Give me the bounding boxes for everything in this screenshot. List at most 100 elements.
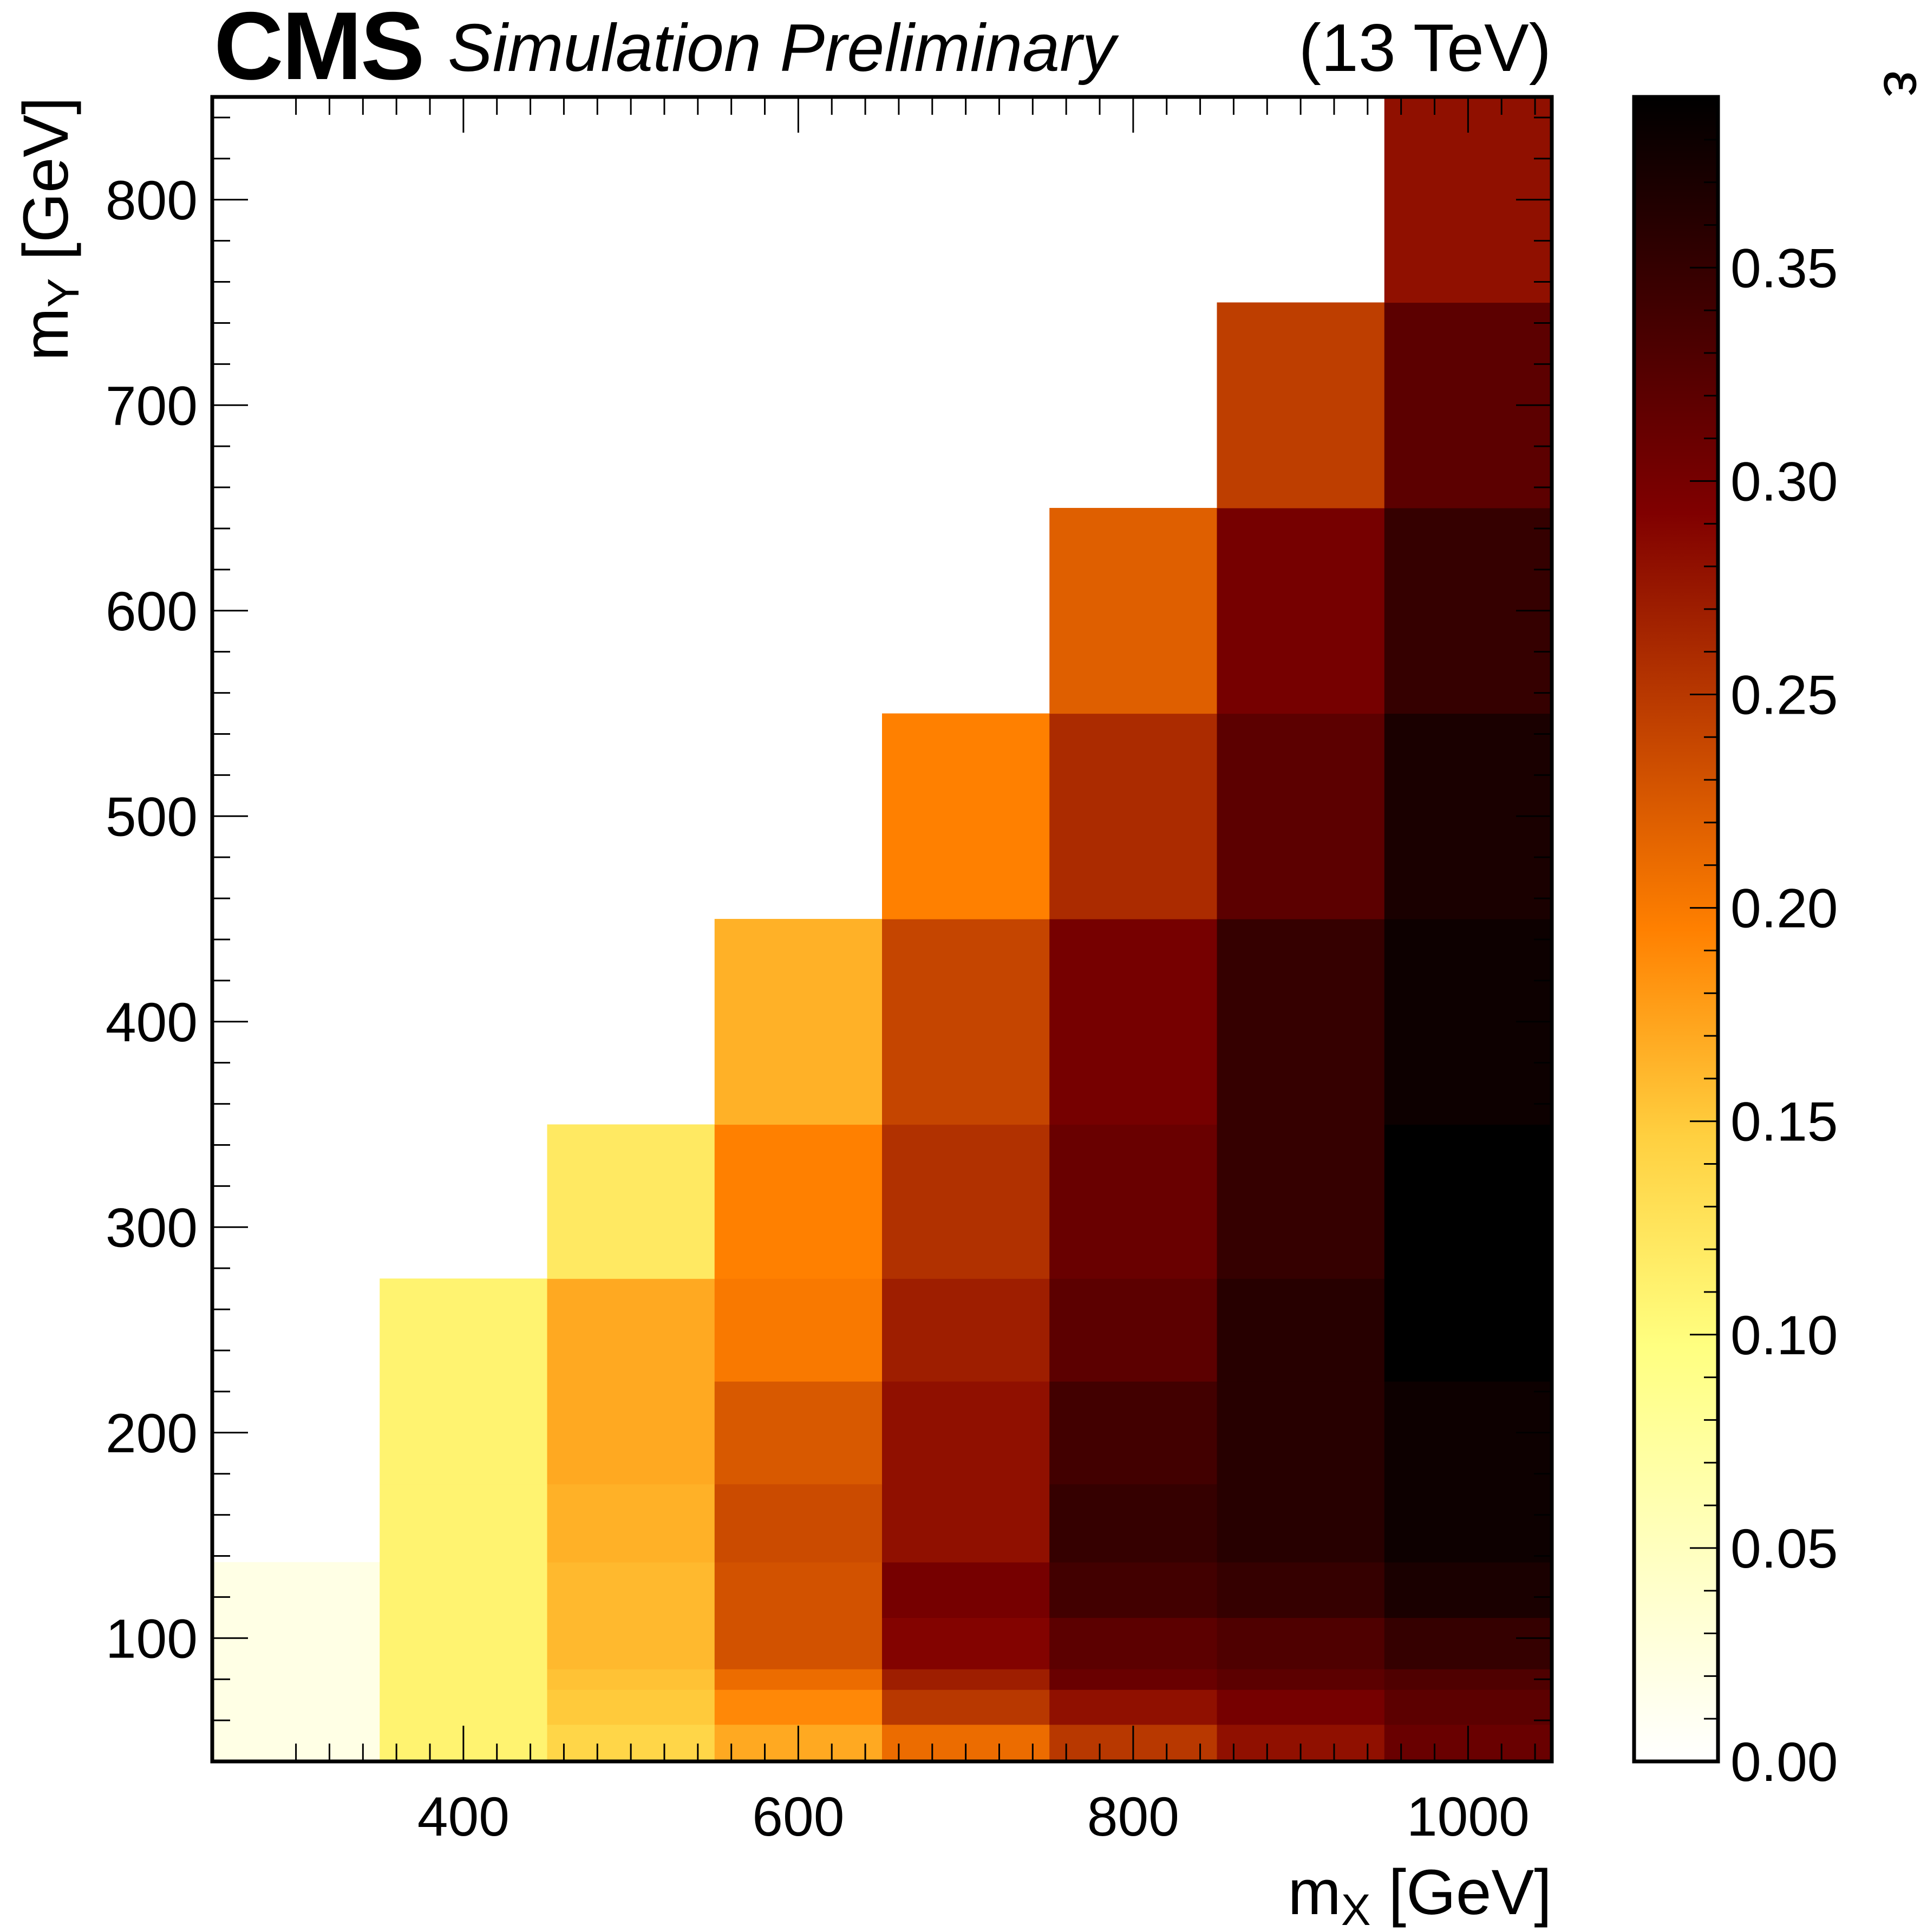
- heatmap-cell: [1217, 508, 1385, 714]
- heatmap-cell: [1217, 302, 1385, 508]
- heatmap-cell: [1049, 1278, 1218, 1382]
- heatmap-cell: [714, 1124, 883, 1279]
- heatmap-cell: [547, 1381, 715, 1485]
- heatmap-cell: [212, 1669, 380, 1690]
- heatmap-cell: [1384, 1617, 1552, 1669]
- energy-label: (13 TeV): [1298, 11, 1551, 86]
- heatmap-cells: [212, 97, 1552, 1762]
- y-tick-label: 700: [106, 375, 198, 436]
- heatmap-cell: [1217, 1669, 1385, 1690]
- heatmap-cell: [882, 919, 1050, 1125]
- heatmap-cell: [882, 713, 1050, 919]
- x-axis-title: mX [GeV]: [1288, 1857, 1552, 1932]
- heatmap-cell: [1049, 1617, 1218, 1669]
- axis-titles: mX [GeV] mY [GeV] ε: [10, 70, 1927, 1932]
- heatmap-cell: [212, 1617, 380, 1669]
- heatmap-cell: [882, 1669, 1050, 1690]
- heatmap-cell: [380, 1689, 548, 1725]
- heatmap-cell: [1217, 1484, 1385, 1563]
- heatmap-cell: [1049, 1381, 1218, 1485]
- heatmap-cell: [1049, 1484, 1218, 1563]
- y-tick-label: 100: [106, 1608, 198, 1669]
- colorbar-tick-label: 0.10: [1730, 1304, 1838, 1366]
- y-tick-label: 300: [106, 1197, 198, 1258]
- colorbar-tick-label: 0.25: [1730, 664, 1838, 726]
- heatmap-cell: [714, 1484, 883, 1563]
- heatmap-cell: [547, 1278, 715, 1382]
- plot-border: [210, 95, 1554, 1764]
- heatmap-cell: [547, 1617, 715, 1669]
- heatmap-cell: [1049, 508, 1218, 714]
- heatmap-cell: [714, 919, 883, 1125]
- heatmap-cell: [714, 1617, 883, 1669]
- heatmap-cell: [547, 1689, 715, 1725]
- heatmap-cell: [1049, 1124, 1218, 1279]
- heatmap-cell: [1217, 919, 1385, 1125]
- heatmap-cell: [212, 1689, 380, 1725]
- plot-frame: [210, 95, 1554, 1764]
- colorbar-tick-label: 0.05: [1730, 1518, 1838, 1579]
- figure-header: CMS Simulation Preliminary (13 TeV): [214, 0, 1551, 100]
- heatmap-cell: [1049, 1689, 1218, 1725]
- x-axis: 400 600 800 1000: [295, 97, 1536, 1848]
- heatmap-cell: [1384, 1562, 1552, 1618]
- heatmap-cell: [380, 1484, 548, 1563]
- heatmap-cell: [1049, 919, 1218, 1125]
- colorbar-tick-label: 0.00: [1730, 1731, 1838, 1793]
- heatmap-cell: [1384, 1484, 1552, 1563]
- colorbar-tick-label: 0.20: [1730, 878, 1838, 939]
- heatmap-cell: [1049, 713, 1218, 919]
- y-tick-label: 600: [106, 580, 198, 642]
- heatmap-cell: [1217, 1278, 1385, 1382]
- heatmap-cell: [882, 1381, 1050, 1485]
- x-tick-label: 600: [752, 1786, 844, 1848]
- heatmap-cell: [882, 1484, 1050, 1563]
- heatmap-cell: [1217, 713, 1385, 919]
- heatmap-cell: [1217, 1689, 1385, 1725]
- colorbar-tick-label: 0.30: [1730, 451, 1838, 512]
- heatmap-cell: [714, 1669, 883, 1690]
- heatmap-cell: [380, 1381, 548, 1485]
- y-tick-label: 200: [106, 1402, 198, 1464]
- heatmap-cell: [882, 1562, 1050, 1618]
- heatmap-cell: [1384, 1689, 1552, 1725]
- heatmap-cell: [1049, 1562, 1218, 1618]
- y-axis: 100 200 300 400 500 600 700 800: [106, 116, 1552, 1721]
- heatmap-cell: [212, 1562, 380, 1618]
- x-tick-label: 1000: [1407, 1786, 1530, 1848]
- heatmap-cell: [882, 1278, 1050, 1382]
- colorbar-tick-label: 0.35: [1730, 237, 1838, 299]
- status-label: Simulation Preliminary: [448, 11, 1116, 86]
- colorbar: 0.00 0.05 0.10 0.15 0.20 0.25 0.30 0.35: [1632, 95, 1838, 1793]
- colorbar-gradient: [1632, 95, 1720, 1764]
- heatmap-cell: [714, 1689, 883, 1725]
- heatmap-cell: [380, 1562, 548, 1618]
- y-tick-label: 800: [106, 169, 198, 231]
- heatmap-cell: [1384, 1278, 1552, 1382]
- x-tick-label: 800: [1087, 1786, 1179, 1848]
- heatmap-cell: [1217, 1381, 1385, 1485]
- y-tick-label: 500: [106, 786, 198, 847]
- heatmap-cell: [547, 1562, 715, 1618]
- colorbar-title: ε: [1871, 70, 1927, 97]
- heatmap-cell: [1384, 1669, 1552, 1690]
- heatmap-cell: [882, 1617, 1050, 1669]
- heatmap-cell: [547, 1669, 715, 1690]
- experiment-label: CMS: [214, 0, 425, 100]
- heatmap-cell: [714, 1278, 883, 1382]
- heatmap-cell: [714, 1381, 883, 1485]
- heatmap-cell: [380, 1617, 548, 1669]
- heatmap-cell: [380, 1669, 548, 1690]
- heatmap-cell: [547, 1124, 715, 1279]
- heatmap-cell: [547, 1484, 715, 1563]
- heatmap-cell: [380, 1278, 548, 1382]
- y-tick-label: 400: [106, 991, 198, 1053]
- heatmap-cell: [714, 1562, 883, 1618]
- x-tick-label: 400: [417, 1786, 509, 1848]
- colorbar-tick-label: 0.15: [1730, 1091, 1838, 1153]
- heatmap-cell: [1049, 1669, 1218, 1690]
- heatmap-cell: [1384, 1124, 1552, 1279]
- heatmap-cell: [882, 1689, 1050, 1725]
- heatmap-cell: [1217, 1617, 1385, 1669]
